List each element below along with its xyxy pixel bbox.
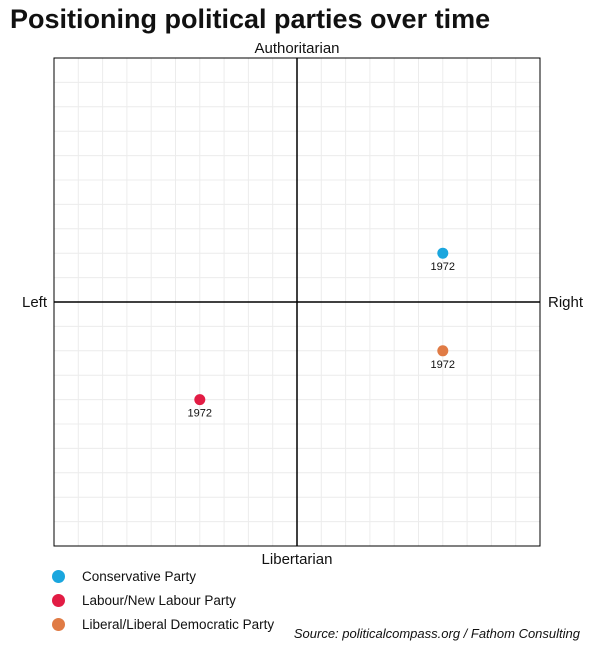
data-point[interactable]	[437, 345, 449, 357]
legend-swatch-liberal	[52, 617, 65, 631]
plot-frame	[53, 57, 541, 547]
data-point-label: 1972	[431, 261, 455, 273]
axis-label-top: Authoritarian	[254, 40, 339, 57]
legend-swatch-conservative	[52, 569, 65, 583]
legend-item-conservative[interactable]: Conservative Party	[52, 564, 274, 588]
data-points: 1972 1972 1972	[188, 247, 455, 420]
data-point[interactable]	[437, 247, 449, 259]
legend-label-liberal: Liberal/Liberal Democratic Party	[82, 616, 275, 632]
chart-title: Positioning political parties over time	[10, 4, 491, 34]
legend-item-liberal[interactable]: Liberal/Liberal Democratic Party	[52, 612, 274, 636]
legend-item-labour[interactable]: Labour/New Labour Party	[52, 588, 274, 612]
legend: Conservative Party Labour/New Labour Par…	[52, 564, 274, 636]
data-point-label: 1972	[431, 359, 455, 371]
data-point[interactable]	[194, 394, 206, 406]
legend-label-conservative: Conservative Party	[82, 568, 197, 584]
legend-label-labour: Labour/New Labour Party	[82, 592, 236, 608]
axis-label-bottom: Libertarian	[262, 551, 333, 568]
data-point-label: 1972	[188, 408, 212, 420]
legend-swatch-labour	[52, 593, 65, 607]
axis-label-left: Left	[22, 294, 48, 311]
source-note: Source: politicalcompass.org / Fathom Co…	[293, 626, 580, 641]
axis-label-right: Right	[548, 294, 584, 311]
